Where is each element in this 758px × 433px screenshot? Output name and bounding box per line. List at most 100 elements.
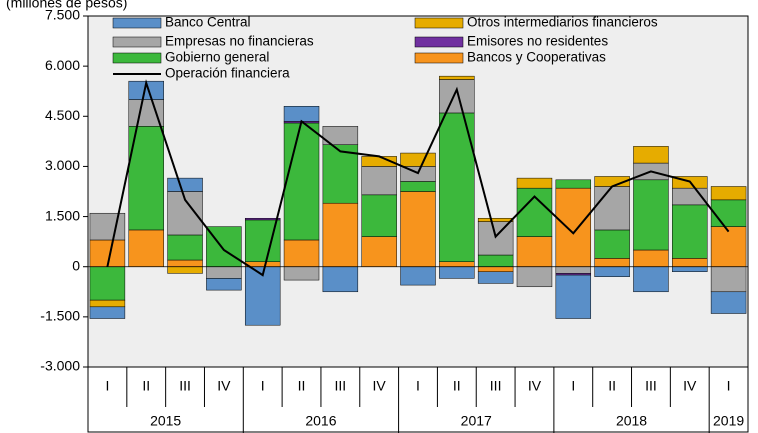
x-tick-label: IV bbox=[217, 378, 231, 394]
y-tick-label: 3.000 bbox=[45, 157, 80, 173]
bar-segment bbox=[439, 261, 475, 267]
y-tick-label: 7.500 bbox=[45, 7, 80, 23]
year-label: 2015 bbox=[150, 413, 181, 429]
bar-segment bbox=[322, 202, 359, 267]
y-tick-label: -1.500 bbox=[40, 308, 80, 324]
legend-label: Bancos y Cooperativas bbox=[467, 50, 606, 65]
bar-segment bbox=[710, 266, 747, 293]
bar-segment bbox=[167, 234, 203, 261]
bar-segment bbox=[244, 217, 281, 221]
bar-segment bbox=[400, 266, 436, 286]
x-tick-label: I bbox=[571, 378, 575, 394]
bar-segment bbox=[633, 266, 669, 293]
x-tick-label: II bbox=[608, 378, 616, 394]
bar-segment bbox=[633, 249, 669, 267]
x-tick-label: III bbox=[335, 378, 347, 394]
y-tick-label: 4.500 bbox=[45, 107, 80, 123]
y-tick-label: 6.000 bbox=[45, 57, 80, 73]
bar-segment bbox=[322, 126, 359, 145]
bar-segment bbox=[283, 266, 320, 281]
x-tick-label: III bbox=[490, 378, 502, 394]
bar-segment bbox=[633, 179, 669, 251]
bar-segment bbox=[477, 254, 514, 267]
bar-segment bbox=[633, 146, 669, 164]
legend-swatch bbox=[414, 52, 464, 64]
bar-segment bbox=[672, 204, 708, 259]
chart-subtitle: (millones de pesos) bbox=[6, 0, 127, 11]
year-label: 2017 bbox=[461, 413, 492, 429]
bar-segment bbox=[439, 79, 475, 114]
bar-segment bbox=[322, 144, 359, 204]
x-tick-label: I bbox=[105, 378, 109, 394]
y-tick-label: 0 bbox=[72, 257, 80, 273]
bar-segment bbox=[89, 306, 126, 319]
bar-segment bbox=[555, 266, 592, 274]
legend-label: Banco Central bbox=[165, 15, 251, 30]
year-label: 2016 bbox=[305, 413, 336, 429]
bar-segment bbox=[206, 278, 242, 291]
bar-segment bbox=[400, 191, 436, 267]
bar-segment bbox=[594, 229, 630, 259]
bar-segment bbox=[322, 266, 359, 293]
legend-swatch bbox=[414, 36, 464, 48]
bar-segment bbox=[477, 271, 514, 284]
bar-segment bbox=[206, 226, 242, 267]
x-tick-label: III bbox=[179, 378, 191, 394]
legend-swatch bbox=[112, 36, 162, 48]
bar-segment bbox=[167, 177, 203, 192]
legend-label: Emisores no residentes bbox=[467, 34, 608, 49]
legend-swatch bbox=[112, 17, 162, 29]
x-tick-label: IV bbox=[683, 378, 697, 394]
bar-segment bbox=[516, 177, 553, 189]
x-tick-label: III bbox=[645, 378, 657, 394]
x-tick-label: II bbox=[453, 378, 461, 394]
year-label: 2019 bbox=[713, 413, 744, 429]
legend-label: Otros intermediarios financieros bbox=[467, 15, 658, 30]
bar-segment bbox=[477, 221, 514, 256]
x-tick-label: I bbox=[261, 378, 265, 394]
bar-segment bbox=[283, 239, 320, 267]
x-tick-label: IV bbox=[528, 378, 542, 394]
bar-segment bbox=[167, 259, 203, 267]
bar-segment bbox=[128, 126, 164, 231]
bar-segment bbox=[516, 266, 553, 288]
bar-segment bbox=[361, 194, 397, 237]
legend-label: Operación financiera bbox=[165, 66, 290, 81]
bar-segment bbox=[206, 266, 242, 279]
bar-segment bbox=[244, 266, 281, 326]
x-axis-box bbox=[87, 366, 749, 433]
bar-segment bbox=[89, 266, 126, 301]
bar-segment bbox=[283, 106, 320, 122]
bar-segment bbox=[89, 239, 126, 267]
y-tick-label: -3.000 bbox=[40, 358, 80, 374]
bar-segment bbox=[283, 122, 320, 241]
bar-segment bbox=[128, 229, 164, 267]
bar-segment bbox=[555, 187, 592, 267]
legend-label: Gobierno general bbox=[165, 50, 269, 65]
bar-segment bbox=[710, 226, 747, 267]
x-tick-label: II bbox=[142, 378, 150, 394]
bar-segment bbox=[361, 236, 397, 267]
x-tick-label: I bbox=[416, 378, 420, 394]
bar-segment bbox=[439, 112, 475, 262]
bar-segment bbox=[672, 258, 708, 267]
bar-segment bbox=[710, 186, 747, 201]
bar-segment bbox=[439, 266, 475, 279]
y-tick-label: 1.500 bbox=[45, 207, 80, 223]
x-tick-label: I bbox=[727, 378, 731, 394]
bar-segment bbox=[594, 258, 630, 267]
bar-segment bbox=[594, 186, 630, 231]
year-label: 2018 bbox=[616, 413, 647, 429]
bar-segment bbox=[244, 261, 281, 267]
bar-segment bbox=[400, 152, 436, 167]
bar-segment bbox=[672, 266, 708, 272]
bar-segment bbox=[516, 236, 553, 267]
legend-swatch bbox=[414, 17, 464, 29]
bar-segment bbox=[710, 199, 747, 227]
legend-swatch bbox=[112, 52, 162, 64]
bar-segment bbox=[555, 274, 592, 319]
bar-segment bbox=[555, 179, 592, 189]
bar-segment bbox=[439, 75, 475, 80]
bar-segment bbox=[477, 266, 514, 272]
